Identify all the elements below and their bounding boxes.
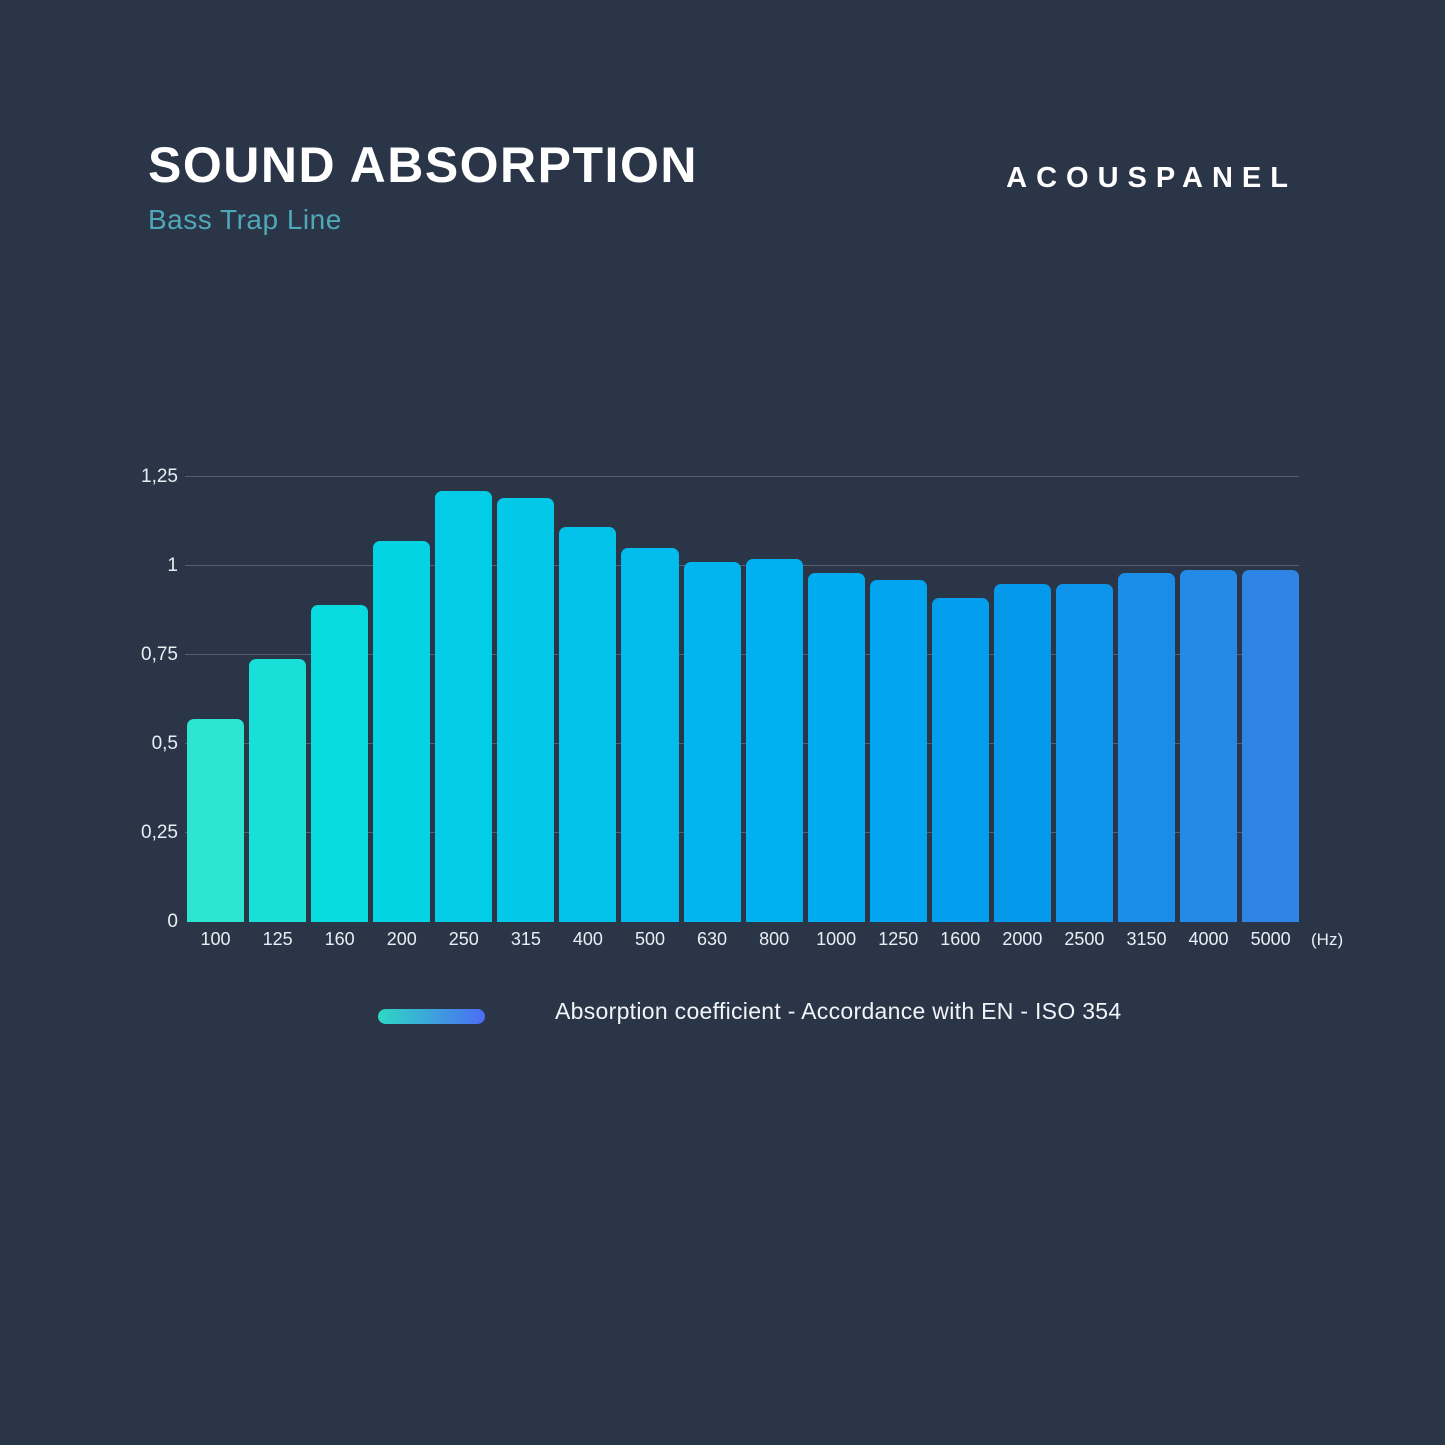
y-tick-label: 0 bbox=[167, 911, 178, 932]
x-tick-label: 2500 bbox=[1064, 929, 1105, 949]
x-tick-label: 800 bbox=[759, 929, 790, 949]
gridline bbox=[185, 565, 1299, 566]
x-tick-label: 4000 bbox=[1188, 929, 1229, 949]
y-tick-label: 0,25 bbox=[141, 822, 178, 843]
bar-100hz bbox=[187, 719, 245, 922]
bar-1250hz bbox=[869, 580, 927, 922]
y-axis: 0 0,25 0,5 0,75 1 1,25 bbox=[88, 466, 178, 932]
gridline bbox=[185, 743, 1299, 744]
bar-3150hz bbox=[1117, 573, 1175, 922]
bar-5000hz bbox=[1242, 569, 1300, 922]
x-tick-label: 315 bbox=[510, 929, 541, 949]
legend: Absorption coefficient - Accordance with… bbox=[378, 998, 1121, 1025]
y-tick-label: 1 bbox=[167, 555, 178, 576]
page-subtitle: Bass Trap Line bbox=[148, 204, 342, 235]
x-tick-label: 630 bbox=[697, 929, 728, 949]
bar-500hz bbox=[621, 548, 679, 922]
x-tick-label: 3150 bbox=[1126, 929, 1167, 949]
bar-250hz bbox=[435, 491, 493, 922]
x-tick-label: 250 bbox=[448, 929, 479, 949]
bar-200hz bbox=[373, 541, 431, 922]
x-tick-label: 160 bbox=[324, 929, 355, 949]
x-axis: 100 125 160 200 250 315 400 500 630 800 1000 1250 16… bbox=[187, 929, 1299, 950]
x-tick-label: 125 bbox=[262, 929, 293, 949]
x-tick-label: 1600 bbox=[940, 929, 981, 949]
legend-gradient-swatch bbox=[378, 1008, 485, 1024]
bar-series bbox=[187, 477, 1300, 922]
bar-125hz bbox=[249, 658, 307, 922]
bar-630hz bbox=[683, 562, 741, 922]
bar-2000hz bbox=[993, 583, 1051, 922]
bar-2500hz bbox=[1055, 583, 1113, 922]
brand-logo-text: ACOUSPANEL bbox=[1006, 162, 1297, 194]
y-tick-label: 0,75 bbox=[141, 644, 178, 665]
x-tick-label: 500 bbox=[634, 929, 665, 949]
bar-1000hz bbox=[807, 573, 865, 922]
gridline bbox=[185, 832, 1299, 833]
gridline bbox=[185, 654, 1299, 655]
bar-4000hz bbox=[1180, 569, 1238, 922]
bar-800hz bbox=[745, 558, 803, 922]
bar-1600hz bbox=[931, 598, 989, 922]
y-tick-label: 0,5 bbox=[151, 733, 178, 754]
page-title: SOUND ABSORPTION bbox=[148, 137, 698, 193]
legend-label: Absorption coefficient - Accordance with… bbox=[555, 998, 1122, 1024]
y-tick-label: 1,25 bbox=[141, 466, 178, 487]
gridline bbox=[185, 476, 1299, 477]
x-tick-label: 400 bbox=[572, 929, 603, 949]
x-tick-label: 5000 bbox=[1250, 929, 1291, 949]
header: SOUND ABSORPTION Bass Trap Line bbox=[148, 140, 698, 236]
bar-160hz bbox=[311, 605, 369, 922]
bar-315hz bbox=[497, 498, 555, 922]
x-tick-label: 1250 bbox=[878, 929, 919, 949]
x-tick-label: 200 bbox=[386, 929, 417, 949]
x-axis-unit-label: (Hz) bbox=[1311, 930, 1344, 949]
x-tick-label: 100 bbox=[200, 929, 231, 949]
bar-400hz bbox=[559, 526, 617, 922]
x-tick-label: 1000 bbox=[816, 929, 857, 949]
plot-area bbox=[185, 476, 1300, 922]
x-tick-label: 2000 bbox=[1002, 929, 1043, 949]
